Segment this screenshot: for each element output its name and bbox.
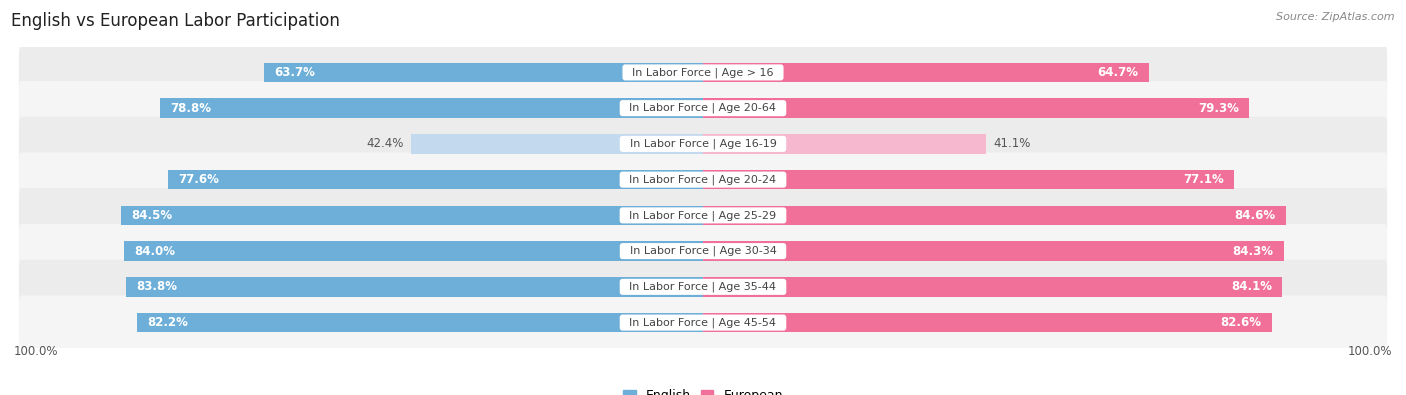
Text: 79.3%: 79.3% — [1198, 102, 1239, 115]
Text: 84.0%: 84.0% — [135, 245, 176, 258]
Text: Source: ZipAtlas.com: Source: ZipAtlas.com — [1277, 12, 1395, 22]
Text: 77.6%: 77.6% — [179, 173, 219, 186]
Bar — [703, 313, 1272, 333]
Text: In Labor Force | Age 25-29: In Labor Force | Age 25-29 — [623, 210, 783, 221]
Text: 63.7%: 63.7% — [274, 66, 315, 79]
FancyBboxPatch shape — [18, 81, 1388, 135]
Bar — [160, 98, 703, 118]
Text: In Labor Force | Age 45-54: In Labor Force | Age 45-54 — [623, 317, 783, 328]
FancyBboxPatch shape — [18, 45, 1388, 100]
Bar — [124, 241, 703, 261]
Bar — [703, 98, 1250, 118]
Text: 42.4%: 42.4% — [367, 137, 404, 150]
Bar — [264, 62, 703, 82]
Text: In Labor Force | Age 20-64: In Labor Force | Age 20-64 — [623, 103, 783, 113]
FancyBboxPatch shape — [18, 117, 1388, 171]
Bar — [703, 277, 1282, 297]
Bar — [703, 241, 1284, 261]
Text: In Labor Force | Age 20-24: In Labor Force | Age 20-24 — [623, 174, 783, 185]
Bar — [703, 205, 1286, 225]
Text: 100.0%: 100.0% — [14, 345, 59, 358]
Text: 84.5%: 84.5% — [131, 209, 173, 222]
Text: 84.1%: 84.1% — [1232, 280, 1272, 293]
Bar — [136, 313, 703, 333]
Text: 64.7%: 64.7% — [1098, 66, 1139, 79]
Text: In Labor Force | Age > 16: In Labor Force | Age > 16 — [626, 67, 780, 78]
FancyBboxPatch shape — [18, 260, 1388, 314]
FancyBboxPatch shape — [18, 152, 1388, 207]
Bar — [125, 277, 703, 297]
Text: In Labor Force | Age 30-34: In Labor Force | Age 30-34 — [623, 246, 783, 256]
Text: 77.1%: 77.1% — [1182, 173, 1223, 186]
Bar — [121, 205, 703, 225]
Bar — [169, 170, 703, 190]
Text: 41.1%: 41.1% — [993, 137, 1031, 150]
Text: 84.3%: 84.3% — [1233, 245, 1274, 258]
Text: English vs European Labor Participation: English vs European Labor Participation — [11, 12, 340, 30]
Text: In Labor Force | Age 35-44: In Labor Force | Age 35-44 — [623, 282, 783, 292]
Bar — [703, 170, 1234, 190]
FancyBboxPatch shape — [18, 188, 1388, 243]
Bar — [411, 134, 703, 154]
FancyBboxPatch shape — [18, 224, 1388, 278]
Bar — [703, 134, 986, 154]
Text: 83.8%: 83.8% — [136, 280, 177, 293]
FancyBboxPatch shape — [18, 295, 1388, 350]
Text: 82.6%: 82.6% — [1220, 316, 1261, 329]
Legend: English, European: English, European — [619, 384, 787, 395]
Text: 78.8%: 78.8% — [170, 102, 211, 115]
Text: 82.2%: 82.2% — [148, 316, 188, 329]
Bar — [703, 62, 1149, 82]
Text: 84.6%: 84.6% — [1234, 209, 1275, 222]
Text: 100.0%: 100.0% — [1347, 345, 1392, 358]
Text: In Labor Force | Age 16-19: In Labor Force | Age 16-19 — [623, 139, 783, 149]
